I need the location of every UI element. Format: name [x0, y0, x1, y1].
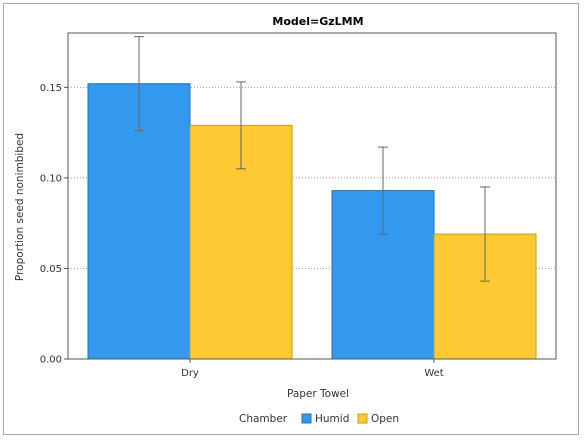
chart-title: Model=GzLMM: [272, 15, 363, 28]
legend-title: Chamber: [239, 413, 288, 425]
y-tick-label: 0.15: [40, 83, 62, 94]
legend-label-humid: Humid: [315, 413, 349, 425]
x-tick-label: Dry: [181, 368, 199, 379]
y-tick-label: 0.05: [40, 264, 62, 275]
x-tick-label: Wet: [424, 368, 443, 379]
y-tick-label: 0.10: [40, 173, 62, 184]
x-axis-label: Paper Towel: [287, 388, 349, 400]
bars: [87, 83, 537, 360]
legend-swatch-open: [357, 413, 368, 424]
y-axis-ticks: 0.00 0.05 0.10 0.15: [40, 83, 68, 366]
legend-swatch-humid: [301, 413, 312, 424]
y-axis-label: Proportion seed nonimbibed: [14, 133, 26, 281]
legend: Chamber Humid Open: [239, 413, 399, 425]
legend-label-open: Open: [371, 413, 399, 425]
y-tick-label: 0.00: [40, 355, 62, 366]
plot-area: [67, 32, 557, 360]
x-axis-ticks: Dry Wet: [181, 359, 444, 379]
error-bars: [134, 36, 490, 282]
